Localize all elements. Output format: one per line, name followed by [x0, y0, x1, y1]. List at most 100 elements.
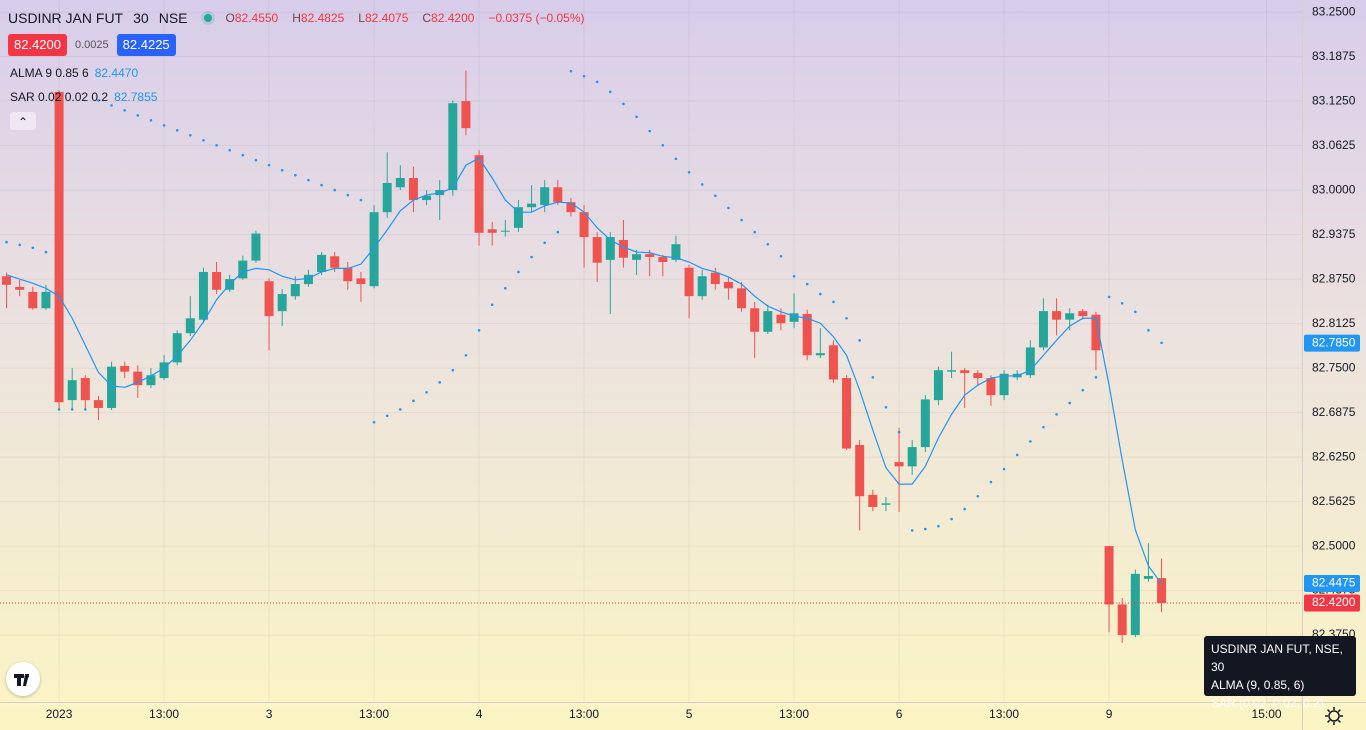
candle-body — [395, 177, 405, 188]
sar-dot — [687, 170, 691, 174]
sar-dot — [175, 128, 179, 132]
candle-body — [710, 272, 720, 285]
candle-body — [80, 378, 90, 401]
sar-dot — [924, 527, 927, 531]
candle-body — [448, 103, 458, 191]
ohlc-key: O — [225, 11, 235, 25]
sar-dot — [792, 274, 796, 278]
sar-dot — [189, 133, 192, 137]
tradingview-logo[interactable] — [6, 662, 40, 696]
sar-dot — [1147, 329, 1150, 332]
sar-dot — [477, 329, 481, 332]
sar-dot — [622, 102, 625, 106]
sar-dot — [517, 270, 520, 274]
y-tick-label: 82.5000 — [1312, 538, 1356, 552]
tooltip-line: USDINR JAN FUT, NSE, 30 — [1211, 642, 1344, 674]
sar-dot — [937, 524, 940, 528]
collapse-legend-button[interactable]: ⌃ — [10, 112, 36, 130]
candle-body — [303, 274, 313, 285]
y-tick-label: 82.8750 — [1312, 271, 1356, 285]
sar-dot — [254, 158, 258, 162]
sar-dot — [31, 246, 35, 250]
sar-dot — [819, 292, 822, 296]
candle-body — [894, 462, 904, 467]
candle-body — [763, 311, 773, 332]
ohlc-item: H82.4825 — [292, 11, 354, 25]
sar-dot — [136, 114, 140, 117]
candle-body — [251, 233, 261, 261]
sar-dot — [1107, 295, 1111, 299]
sar-dot — [832, 300, 835, 304]
symbol[interactable]: USDINR JAN FUT — [8, 10, 124, 26]
candle-body — [789, 313, 799, 322]
sar-dot — [714, 194, 717, 198]
candle-body — [855, 444, 865, 497]
candle-body — [67, 380, 77, 401]
settings-button[interactable] — [1322, 704, 1346, 728]
sar-dot — [858, 339, 861, 342]
candle-body — [828, 345, 838, 380]
sell-button[interactable]: 82.4200 — [8, 34, 67, 56]
candle-body — [920, 399, 930, 448]
candle-body — [750, 308, 760, 332]
sar-dot — [1042, 425, 1045, 429]
candle-body — [1052, 311, 1062, 320]
ohlc-value: 82.4825 — [300, 11, 345, 25]
candle-body — [356, 278, 366, 285]
sar-dot — [57, 408, 61, 411]
candle-body — [986, 378, 996, 396]
candle-body — [133, 371, 143, 386]
price-badge-label: 82.4475 — [1312, 576, 1356, 590]
candle-body — [408, 177, 418, 201]
candle-body — [238, 260, 248, 279]
sar-dot — [648, 129, 651, 133]
y-tick-label: 82.9375 — [1312, 227, 1356, 241]
candle-body — [527, 203, 537, 208]
sar-dot — [740, 218, 743, 222]
candle-body — [881, 503, 891, 505]
sar-dot — [18, 243, 21, 247]
sar-dot — [267, 163, 271, 167]
candle-body — [28, 291, 38, 309]
candle-body — [93, 400, 103, 408]
candle-body — [907, 447, 917, 467]
candle-body — [658, 257, 668, 263]
candle-body — [645, 254, 655, 258]
y-tick-label: 82.6250 — [1312, 449, 1356, 463]
candle-body — [553, 187, 563, 203]
x-tick-label: 15:00 — [1252, 707, 1282, 721]
sar-dot — [70, 408, 74, 411]
candle-body — [592, 237, 602, 263]
ohlc-item: L82.4075 — [358, 11, 418, 25]
ohlc-value: 82.4075 — [364, 11, 409, 25]
sar-dot — [1081, 388, 1085, 392]
buy-button[interactable]: 82.4225 — [116, 34, 176, 56]
sar-dot — [359, 198, 363, 202]
candle-body — [212, 271, 222, 290]
sar-dot — [333, 188, 336, 192]
candle-body — [973, 373, 983, 379]
spread: 0.0025 — [75, 39, 109, 51]
candle-body — [264, 281, 274, 317]
y-tick-label: 83.0000 — [1312, 182, 1356, 196]
candle-body — [1025, 347, 1035, 376]
candle-body — [737, 288, 747, 309]
indicator-legend[interactable]: SAR 0.02 0.02 0.2 82.7855 — [10, 90, 157, 104]
candle-body — [185, 318, 195, 334]
y-tick-label: 83.1250 — [1312, 93, 1356, 107]
indicator-value: 82.4470 — [94, 66, 139, 80]
candle-body — [697, 276, 707, 297]
indicator-legend[interactable]: ALMA 9 0.85 6 82.4470 — [10, 66, 138, 80]
sar-dot — [399, 408, 402, 411]
sar-dot — [910, 529, 914, 532]
candle-body — [1078, 311, 1088, 317]
sar-dot — [1160, 341, 1163, 345]
sar-dot — [976, 494, 980, 498]
sar-dot — [97, 99, 100, 102]
ohlc-value: 82.4200 — [431, 11, 475, 25]
sar-dot — [661, 143, 665, 147]
sar-dot — [228, 148, 231, 152]
sar-dot — [1055, 413, 1058, 416]
x-tick-label: 13:00 — [359, 707, 389, 721]
